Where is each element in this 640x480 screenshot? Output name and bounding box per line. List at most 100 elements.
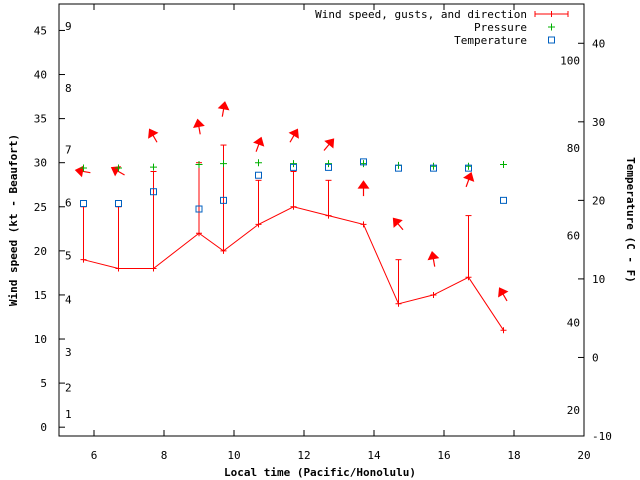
pressure-point: [325, 160, 332, 168]
y2-tick-label: 20: [592, 194, 605, 207]
fahrenheit-tick-label: 80: [567, 142, 580, 155]
wind-speed-point: [325, 212, 332, 219]
wind-speed-point: [150, 265, 157, 272]
x-tick-label: 18: [507, 449, 520, 462]
temperature-point: [430, 164, 437, 172]
wind-speed-point: [220, 247, 227, 254]
x-tick-label: 10: [227, 449, 240, 462]
fahrenheit-tick-label: 60: [567, 229, 580, 242]
x-tick-label: 8: [161, 449, 168, 462]
wind-direction-arrow: [463, 171, 475, 188]
y2-tick-label: 10: [592, 273, 605, 286]
temperature-point: [325, 163, 332, 171]
wind-direction-arrow: [288, 128, 299, 143]
y-tick-label: 45: [34, 24, 47, 37]
x-tick-label: 12: [297, 449, 310, 462]
temperature-point: [360, 158, 367, 166]
temperature-point: [195, 205, 203, 213]
pressure-point: [255, 159, 262, 167]
y-tick-label: 25: [34, 201, 47, 214]
wind-speed-point: [465, 274, 472, 281]
temperature-point: [290, 163, 297, 171]
beaufort-tick-label: 1: [65, 408, 72, 421]
legend-label-pressure: Pressure: [474, 21, 527, 34]
x-tick-label: 6: [91, 449, 98, 462]
temperature-point: [220, 196, 227, 204]
pressure-point: [115, 164, 122, 172]
wind-direction-arrow: [217, 101, 230, 117]
pressure-point: [150, 163, 157, 171]
y-tick-label: 35: [34, 113, 47, 126]
beaufort-tick-label: 7: [65, 143, 72, 156]
wind-speed-point: [430, 291, 437, 298]
y-tick-label: 5: [40, 377, 47, 390]
y2-axis-label: Temperature (C - F): [624, 157, 637, 283]
wind-speed-point: [115, 265, 122, 272]
x-tick-label: 14: [367, 449, 381, 462]
wind-direction-arrow: [253, 136, 265, 152]
y-tick-label: 30: [34, 157, 47, 170]
beaufort-tick-label: 2: [65, 382, 72, 395]
legend-swatch-temperature: [548, 36, 555, 44]
beaufort-tick-label: 9: [65, 20, 72, 33]
temperature-point: [500, 196, 507, 204]
y-tick-label: 20: [34, 245, 47, 258]
beaufort-tick-label: 4: [65, 293, 72, 306]
wind-speed-point: [360, 221, 367, 228]
legend-label-wind: Wind speed, gusts, and direction: [315, 8, 527, 21]
wind-direction-arrow: [110, 166, 125, 177]
beaufort-tick-label: 6: [65, 196, 72, 209]
fahrenheit-tick-label: 20: [567, 404, 580, 417]
x-axis-label: Local time (Pacific/Honolulu): [224, 466, 416, 479]
temperature-point: [150, 188, 157, 196]
pressure-point: [500, 160, 507, 168]
wind-speed-point: [255, 221, 262, 228]
wind-speed-point: [500, 327, 507, 334]
temperature-point: [395, 164, 402, 172]
beaufort-tick-label: 3: [65, 346, 72, 359]
y-axis-label: Wind speed (kt - Beaufort): [7, 134, 20, 306]
temperature-point: [255, 171, 262, 179]
wind-direction-arrow: [357, 180, 370, 197]
wind-direction-arrow: [193, 118, 205, 135]
wind-direction-arrow: [392, 217, 404, 231]
pressure-point: [360, 160, 367, 168]
fahrenheit-tick-label: 100: [560, 55, 580, 68]
pressure-point: [80, 164, 87, 172]
y2-tick-label: 40: [592, 37, 605, 50]
legend-label-temperature: Temperature: [454, 34, 527, 47]
y2-tick-label: -10: [592, 430, 612, 443]
temperature-point: [465, 164, 472, 172]
pressure-point: [465, 162, 472, 170]
wind-direction-arrow: [148, 128, 159, 143]
temperature-point: [80, 200, 87, 208]
plot-frame: [58, 3, 585, 437]
wind-speed-point: [80, 256, 87, 263]
wind-direction-arrow: [323, 138, 335, 151]
wind-speed-point: [196, 230, 202, 237]
legend-swatch-pressure: [548, 23, 555, 31]
y2-tick-label: 0: [592, 351, 599, 364]
y-tick-label: 15: [34, 289, 47, 302]
pressure-point: [290, 160, 297, 168]
pressure-point: [430, 162, 437, 170]
y-tick-label: 40: [34, 69, 47, 82]
pressure-point: [220, 160, 227, 168]
wind-speed-point: [290, 203, 297, 210]
x-tick-label: 16: [437, 449, 450, 462]
y2-tick-label: 30: [592, 116, 605, 129]
beaufort-tick-label: 8: [65, 82, 72, 95]
y-tick-label: 10: [34, 333, 47, 346]
fahrenheit-tick-label: 40: [567, 317, 580, 330]
wind-direction-arrow: [74, 165, 91, 178]
pressure-point: [195, 160, 203, 168]
wind-direction-arrow: [498, 287, 509, 302]
y-tick-label: 0: [40, 421, 47, 434]
x-tick-label: 20: [577, 449, 590, 462]
legend-swatch-wind-point: [548, 11, 555, 17]
temperature-point: [115, 200, 122, 208]
wind-direction-arrow: [427, 250, 440, 267]
beaufort-tick-label: 5: [65, 249, 72, 262]
